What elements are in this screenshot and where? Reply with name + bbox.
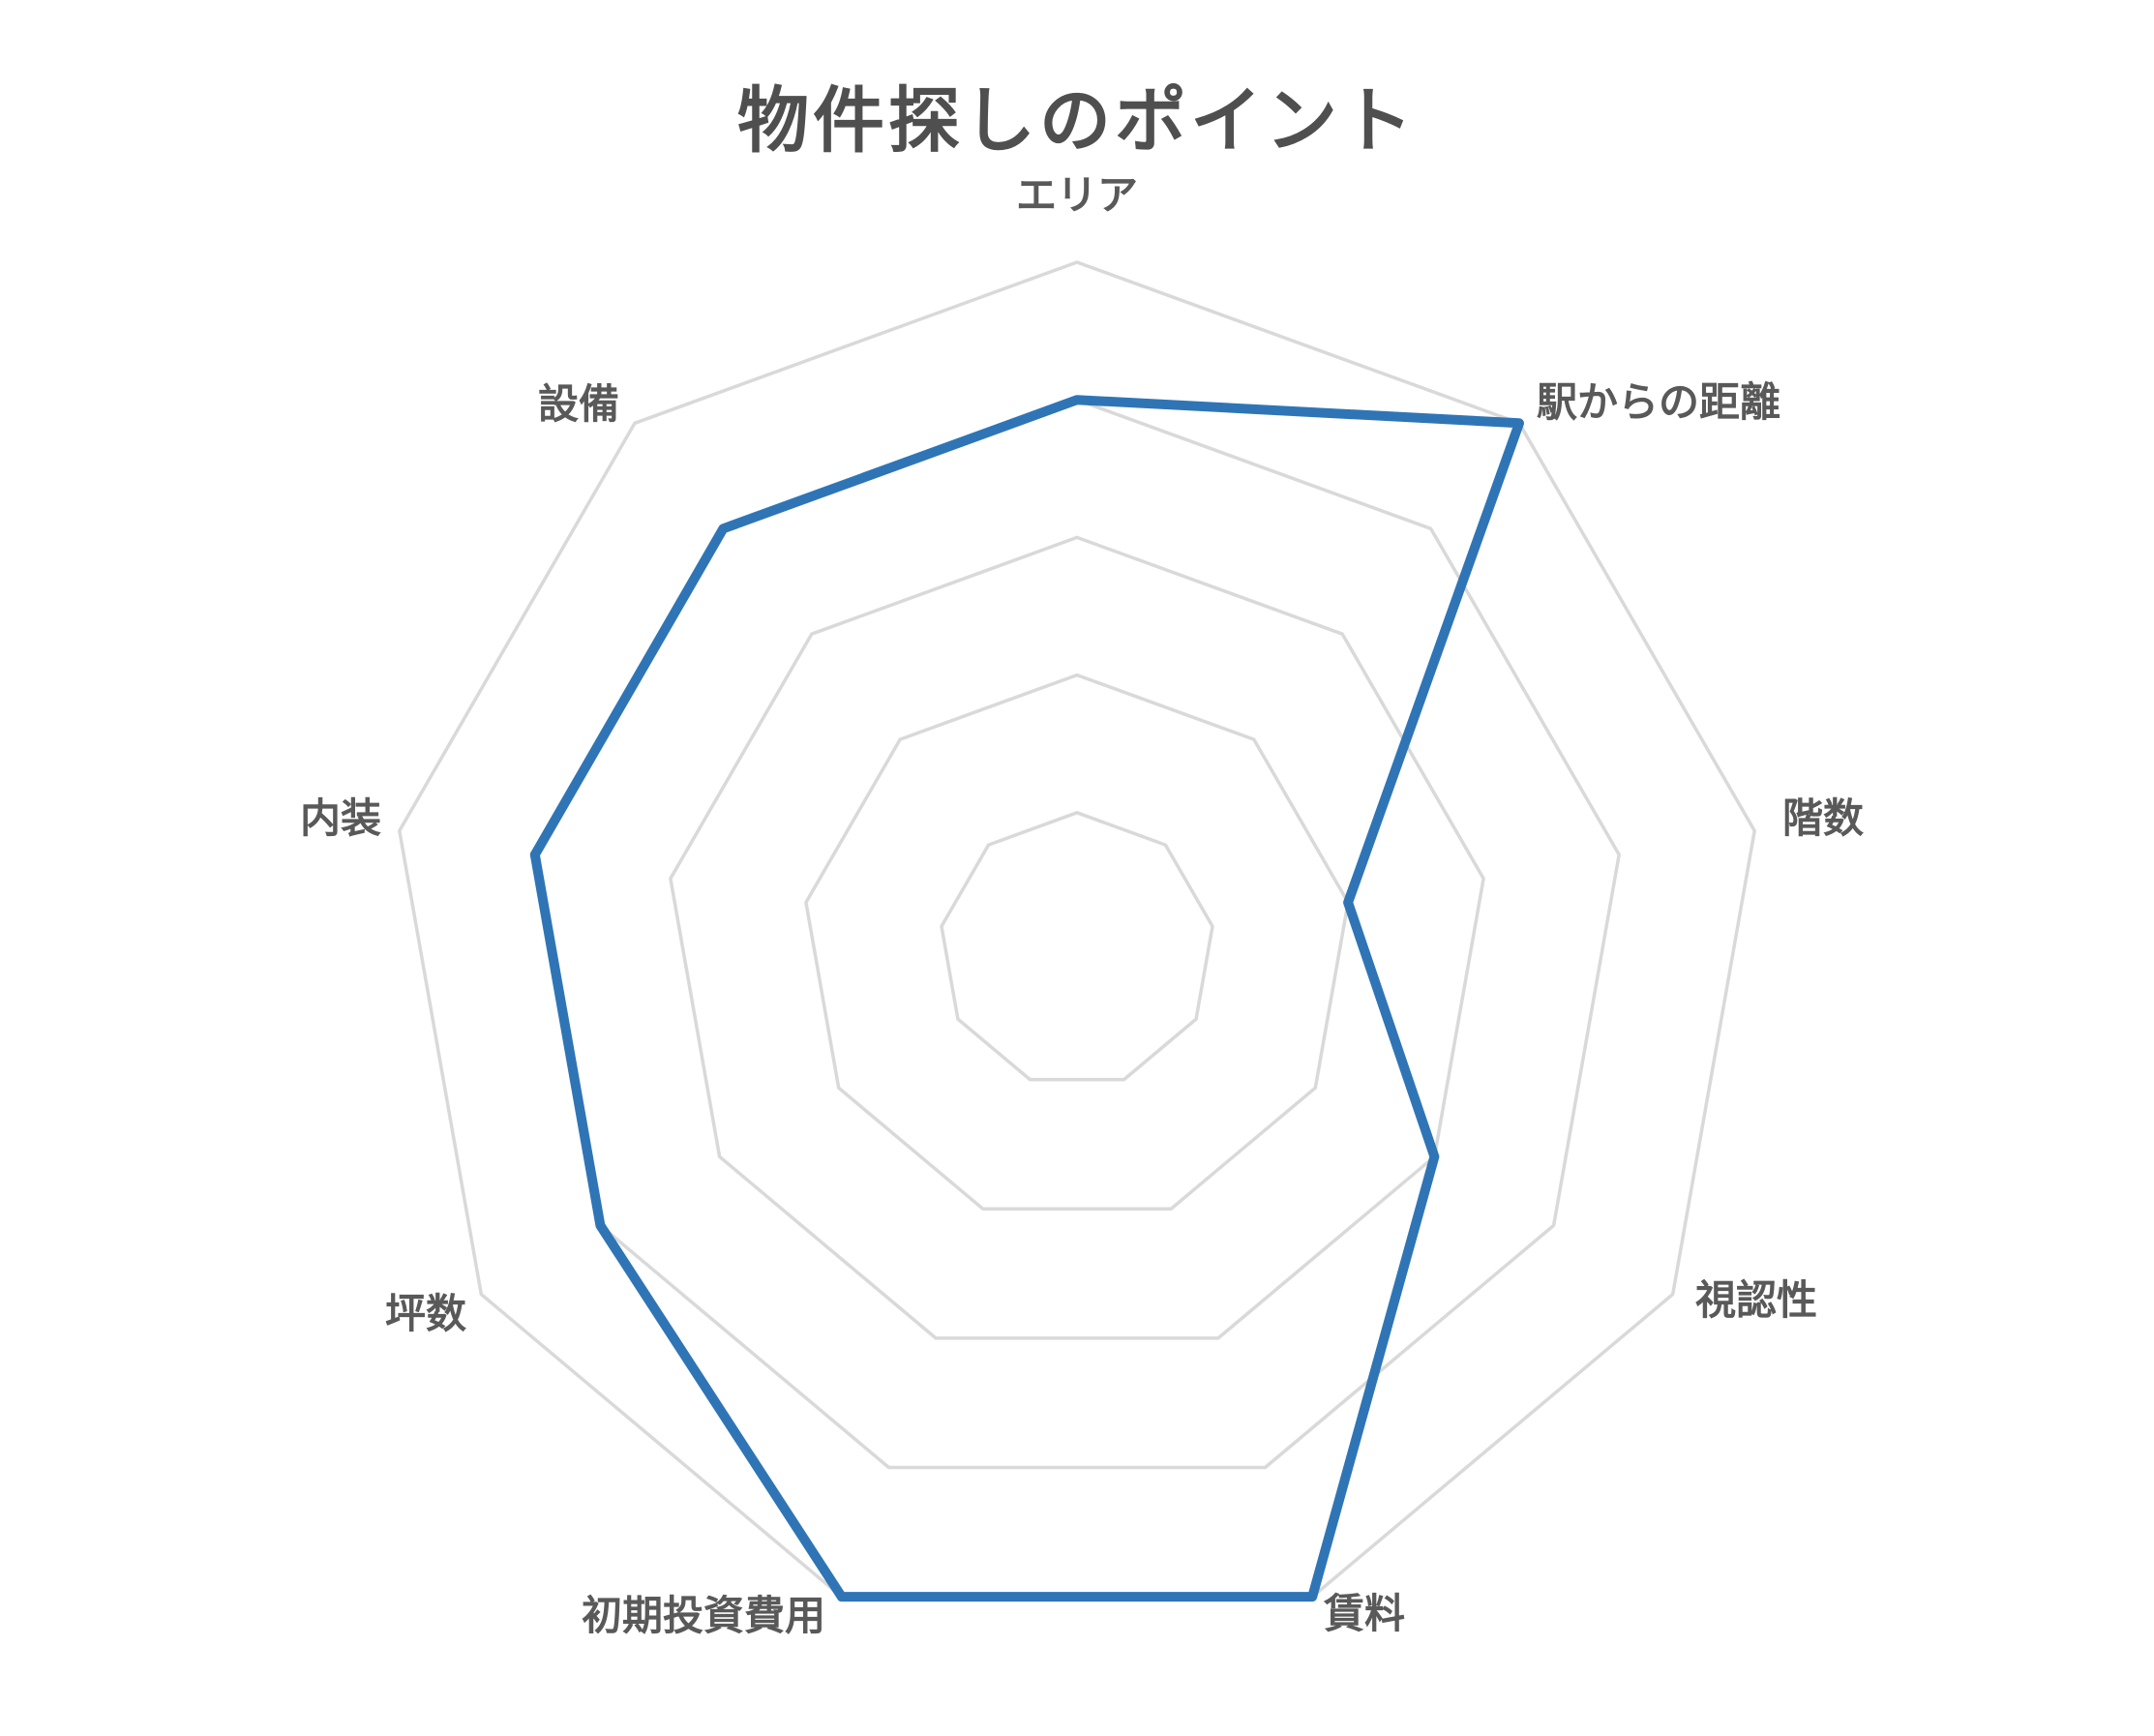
chart-title: 物件探しのポイント [737,80,1417,161]
grid-ring-3 [669,535,1485,1340]
axis-label-7: 内装 [300,795,381,841]
grid-ring-2 [804,673,1350,1211]
grid-ring-4 [533,398,1621,1470]
axis-label-2: 階数 [1782,795,1864,841]
grid-ring-1 [940,811,1214,1082]
axis-label-1: 駅からの距離 [1537,379,1780,425]
axis-label-5: 初期投資費用 [582,1593,825,1638]
axis-label-4: 賃料 [1323,1591,1405,1636]
data-series-polygon [529,395,1524,1602]
axis-label-6: 坪数 [385,1291,466,1336]
axis-label-0: エリア [1016,172,1138,218]
axis-label-8: 設備 [538,381,619,427]
grid-ring-5 [398,260,1756,1599]
axis-label-3: 視認性 [1695,1277,1817,1323]
